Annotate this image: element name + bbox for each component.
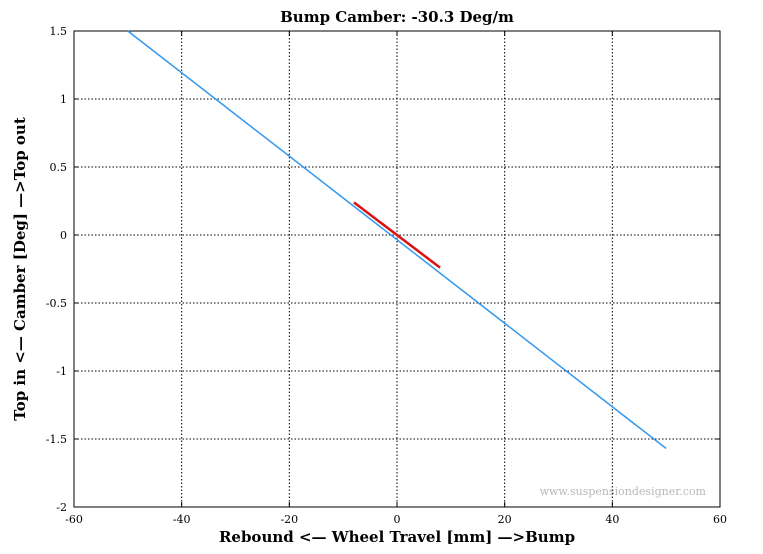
y-tick-label: 0 — [60, 229, 67, 242]
x-axis-ticks: -60 -40 -20 0 20 40 60 — [65, 31, 727, 526]
x-tick-label: 60 — [713, 513, 727, 526]
x-axis-label: Rebound <— Wheel Travel [mm] —>Bump — [219, 528, 575, 546]
y-tick-label: -1 — [56, 365, 67, 378]
camber-curve-line — [127, 30, 667, 450]
watermark-text: www.suspensiondesigner.com — [540, 485, 707, 498]
chart-title: Bump Camber: -30.3 Deg/m — [280, 8, 514, 26]
x-tick-label: -40 — [173, 513, 191, 526]
highlight-segment-line — [353, 201, 441, 269]
grid-lines — [74, 31, 720, 507]
y-axis-ticks: 1.5 1 0.5 0 -0.5 -1 -1.5 -2 — [46, 25, 720, 514]
x-tick-label: 40 — [605, 513, 619, 526]
x-tick-label: 0 — [394, 513, 401, 526]
y-axis-label: Top in <— Camber [Deg] —>Top out — [11, 117, 29, 421]
series-lines — [127, 30, 667, 450]
x-tick-label: -20 — [280, 513, 298, 526]
y-tick-label: -1.5 — [46, 433, 67, 446]
y-tick-label: 1 — [60, 93, 67, 106]
y-tick-label: -0.5 — [46, 297, 67, 310]
x-tick-label: -60 — [65, 513, 83, 526]
x-tick-label: 20 — [498, 513, 512, 526]
y-tick-label: 0.5 — [50, 161, 68, 174]
y-tick-label: -2 — [56, 501, 67, 514]
y-tick-label: 1.5 — [50, 25, 68, 38]
